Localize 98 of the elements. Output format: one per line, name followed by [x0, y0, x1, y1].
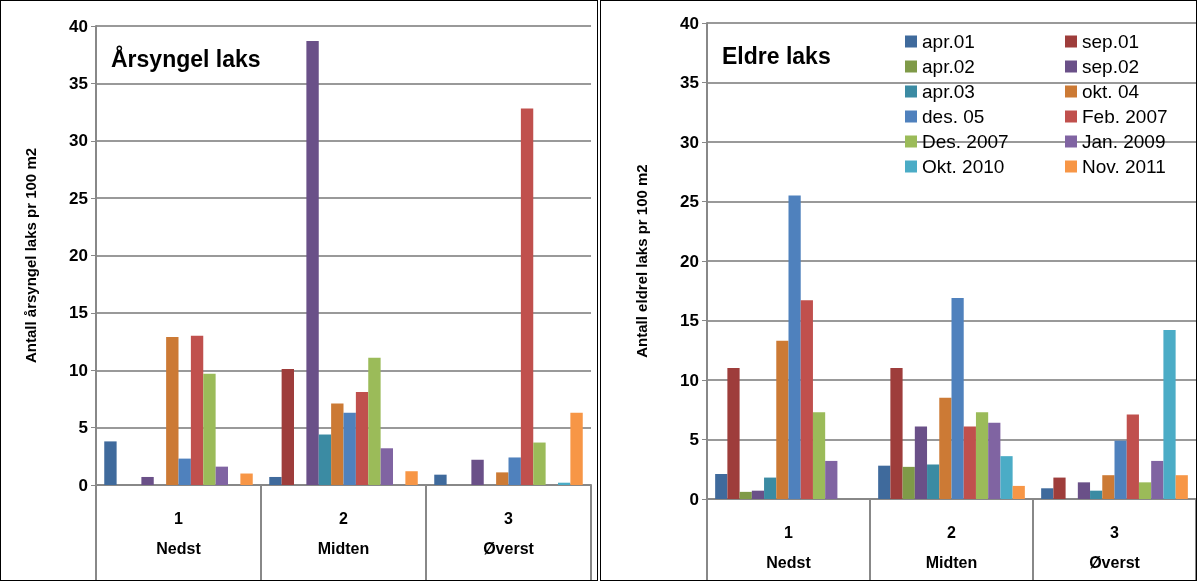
bar: [1102, 475, 1115, 499]
legend-label: Nov. 2011: [1082, 156, 1166, 177]
y-tick-label: 5: [689, 430, 699, 449]
y-tick-label: 5: [78, 418, 88, 438]
y-tick-label: 10: [69, 360, 88, 380]
legend-label: Okt. 2010: [922, 156, 1005, 177]
y-tick-label: 40: [69, 16, 88, 36]
y-tick-label: 0: [78, 475, 88, 495]
text: Årsyngel laks: [111, 44, 261, 72]
bar: [963, 426, 976, 499]
bar: [988, 422, 1001, 499]
y-tick-label: 30: [69, 131, 88, 151]
x-tick-label: 3 Øverst: [483, 509, 535, 557]
bar: [343, 412, 356, 485]
bar: [318, 434, 332, 485]
legend-label: Des. 2007: [922, 131, 1009, 152]
bar: [471, 459, 484, 485]
bar: [496, 472, 509, 485]
bar: [203, 373, 216, 485]
bar: [355, 392, 369, 485]
bar: [368, 357, 381, 485]
bar: [927, 464, 940, 499]
text: Eldre laks: [722, 42, 831, 69]
bar: [166, 336, 179, 485]
bar: [715, 474, 728, 499]
bar: [1114, 440, 1127, 499]
y-tick-label: 25: [69, 188, 88, 208]
bar: [878, 465, 891, 499]
bar: [788, 195, 801, 499]
y-tick-label: 25: [680, 192, 699, 211]
bar: [1163, 330, 1176, 499]
bar: [331, 403, 344, 485]
legend-label: sep.02: [1082, 56, 1140, 77]
bar: [1000, 456, 1013, 499]
bar: [1041, 488, 1054, 499]
bar: [1151, 460, 1164, 499]
y-tick-label: 35: [69, 73, 88, 93]
bar: [281, 369, 294, 485]
bar: [520, 108, 534, 485]
bar: [1126, 414, 1139, 499]
bar: [306, 40, 319, 485]
legend-label: apr.02: [922, 56, 975, 77]
bar: [1175, 475, 1188, 499]
bar: [178, 458, 191, 485]
bar: [141, 476, 154, 485]
legend-label: apr.01: [922, 31, 975, 52]
bar: [902, 466, 915, 499]
bar: [825, 460, 838, 499]
bar: [269, 476, 282, 485]
bar: [190, 335, 204, 485]
y-tick-label: 20: [680, 251, 699, 271]
legend-label: apr.03: [922, 81, 975, 102]
y-tick-label: 15: [69, 303, 88, 323]
bar: [570, 412, 583, 485]
bar: [508, 457, 521, 485]
legend-label: Jan. 2009: [1082, 131, 1166, 152]
legend-label: sep.01: [1082, 31, 1140, 52]
bar: [914, 426, 928, 499]
bar: [751, 490, 765, 499]
bar: [951, 297, 964, 499]
x-tick-label: 2 Midten: [317, 509, 370, 557]
bar: [800, 300, 813, 499]
bar: [215, 466, 228, 485]
y-axis-title: Antall årsyngel laks pr 100 m2: [22, 147, 39, 364]
bar: [890, 368, 903, 499]
bar: [939, 397, 952, 499]
legend-label: des. 05: [922, 106, 985, 127]
y-tick-label: 10: [680, 370, 699, 390]
bar: [533, 442, 546, 485]
bar: [104, 441, 117, 485]
bar: [1053, 477, 1066, 499]
x-tick-label: 3 Øverst: [1089, 523, 1141, 571]
bar: [380, 448, 393, 485]
y-tick-label: 35: [680, 73, 699, 92]
bar: [1012, 485, 1025, 499]
bar: [240, 473, 253, 485]
bar: [764, 477, 777, 499]
y-tick-label: 30: [680, 132, 699, 152]
y-axis-title: Antall eldrel laks pr 100 m2: [633, 164, 650, 358]
bar: [739, 491, 752, 499]
x-tick-label: 2 Midten: [925, 523, 978, 571]
x-tick-label: 1 Nedst: [156, 509, 202, 557]
bar: [1138, 482, 1152, 499]
bar: [1077, 482, 1091, 499]
bar: [975, 412, 989, 499]
x-tick-label: 1 Nedst: [766, 523, 812, 571]
y-tick-label: 40: [680, 13, 699, 33]
bar: [776, 340, 789, 499]
bar: [434, 474, 447, 485]
y-tick-label: 20: [69, 246, 88, 265]
bar: [812, 412, 826, 499]
legend-label: okt. 04: [1082, 81, 1140, 102]
bar: [727, 368, 740, 499]
y-tick-label: 15: [680, 311, 699, 330]
legend-label: Feb. 2007: [1082, 106, 1168, 127]
bar: [1090, 490, 1103, 499]
y-tick-label: 0: [689, 489, 699, 509]
bar: [405, 471, 418, 485]
